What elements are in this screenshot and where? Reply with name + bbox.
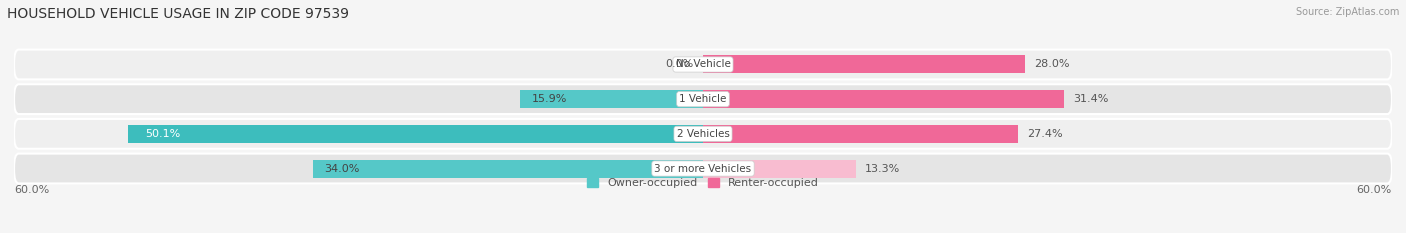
- Bar: [703, 55, 1025, 73]
- Text: 2 Vehicles: 2 Vehicles: [676, 129, 730, 139]
- Text: 15.9%: 15.9%: [531, 94, 567, 104]
- Text: 27.4%: 27.4%: [1026, 129, 1063, 139]
- Text: 31.4%: 31.4%: [1073, 94, 1108, 104]
- Bar: [520, 90, 703, 108]
- Text: 34.0%: 34.0%: [323, 164, 360, 174]
- Bar: [312, 160, 703, 178]
- FancyBboxPatch shape: [14, 50, 1392, 79]
- Bar: [128, 125, 703, 143]
- Text: 0.0%: 0.0%: [665, 59, 693, 69]
- Text: HOUSEHOLD VEHICLE USAGE IN ZIP CODE 97539: HOUSEHOLD VEHICLE USAGE IN ZIP CODE 9753…: [7, 7, 349, 21]
- Text: 60.0%: 60.0%: [14, 185, 49, 195]
- FancyBboxPatch shape: [14, 154, 1392, 183]
- Text: Source: ZipAtlas.com: Source: ZipAtlas.com: [1295, 7, 1399, 17]
- FancyBboxPatch shape: [14, 119, 1392, 149]
- Text: 13.3%: 13.3%: [865, 164, 900, 174]
- Text: No Vehicle: No Vehicle: [675, 59, 731, 69]
- Text: 60.0%: 60.0%: [1357, 185, 1392, 195]
- Text: 50.1%: 50.1%: [145, 129, 180, 139]
- FancyBboxPatch shape: [14, 84, 1392, 114]
- Text: 1 Vehicle: 1 Vehicle: [679, 94, 727, 104]
- Legend: Owner-occupied, Renter-occupied: Owner-occupied, Renter-occupied: [586, 178, 820, 188]
- Text: 28.0%: 28.0%: [1033, 59, 1069, 69]
- Bar: [703, 90, 1063, 108]
- Text: 3 or more Vehicles: 3 or more Vehicles: [654, 164, 752, 174]
- Bar: [703, 125, 1018, 143]
- Bar: [703, 160, 856, 178]
